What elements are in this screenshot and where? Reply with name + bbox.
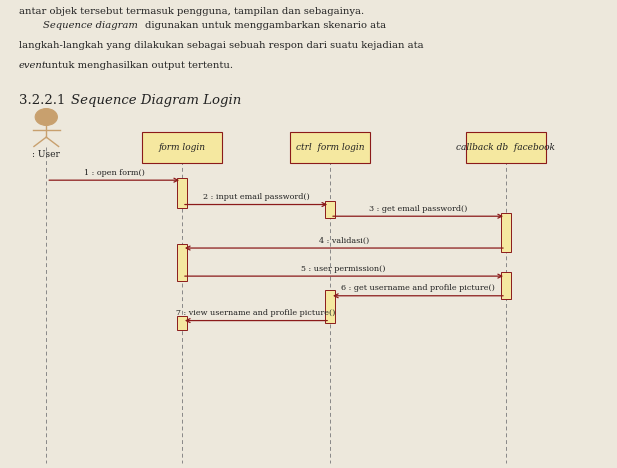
Text: callback db  facebook: callback db facebook <box>457 143 555 152</box>
Text: 3.2.2.1: 3.2.2.1 <box>19 94 65 107</box>
Text: 5 : user permission(): 5 : user permission() <box>302 265 386 273</box>
Bar <box>325 201 335 218</box>
Bar <box>325 290 335 323</box>
Bar <box>290 132 370 162</box>
Text: Sequence diagram: Sequence diagram <box>43 21 138 30</box>
Text: form login: form login <box>159 143 205 152</box>
Text: untuk menghasilkan output tertentu.: untuk menghasilkan output tertentu. <box>45 61 233 70</box>
Text: 7 : view username and profile picture(): 7 : view username and profile picture() <box>176 309 336 317</box>
Text: 6 : get username and profile picture(): 6 : get username and profile picture() <box>341 285 495 292</box>
Bar <box>177 316 187 330</box>
Text: antar objek tersebut termasuk pengguna, tampilan dan sebagainya.: antar objek tersebut termasuk pengguna, … <box>19 7 363 16</box>
Bar <box>501 272 511 299</box>
Text: ctrl  form login: ctrl form login <box>296 143 365 152</box>
Text: 3 : get email password(): 3 : get email password() <box>368 205 467 213</box>
Text: langkah-langkah yang dilakukan sebagai sebuah respon dari suatu kejadian ata: langkah-langkah yang dilakukan sebagai s… <box>19 41 423 50</box>
Circle shape <box>35 109 57 125</box>
Text: : User: : User <box>32 150 60 159</box>
Text: 1 : open form(): 1 : open form() <box>84 169 144 177</box>
Bar <box>501 213 511 252</box>
Text: Sequence Diagram Login: Sequence Diagram Login <box>71 94 241 107</box>
Text: 2 : input email password(): 2 : input email password() <box>202 193 310 201</box>
Text: 4 : validasi(): 4 : validasi() <box>318 237 369 245</box>
Bar <box>466 132 546 162</box>
Bar <box>177 178 187 208</box>
Bar <box>142 132 222 162</box>
Text: event: event <box>19 61 46 70</box>
Text: digunakan untuk menggambarkan skenario ata: digunakan untuk menggambarkan skenario a… <box>145 21 386 30</box>
Bar <box>177 244 187 281</box>
